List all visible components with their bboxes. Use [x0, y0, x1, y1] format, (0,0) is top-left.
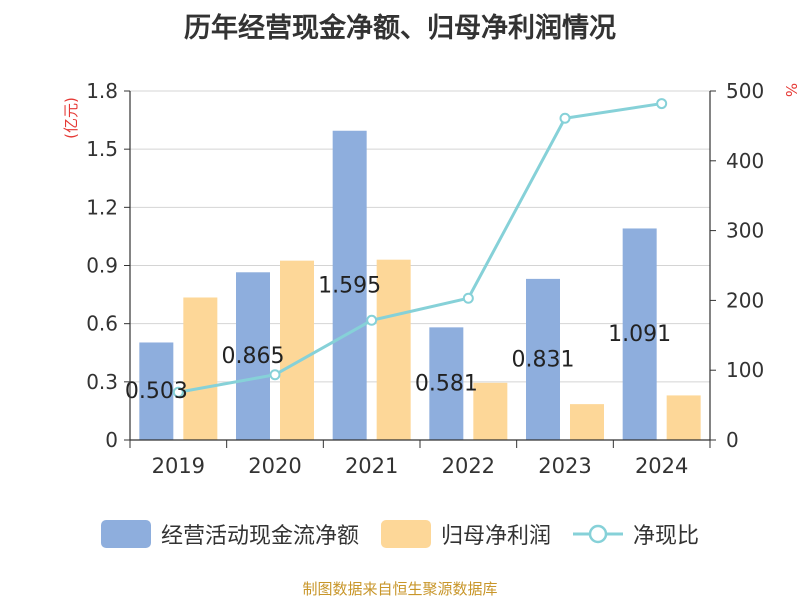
- legend: 经营活动现金流净额 归母净利润 净现比: [0, 518, 800, 550]
- data-label-cashflow: 0.865: [222, 344, 285, 369]
- line-layer: [172, 98, 668, 398]
- x-tick-label: 2023: [538, 454, 591, 478]
- data-label-cashflow: 0.831: [512, 347, 575, 372]
- y-right-tick-label: 400: [726, 149, 764, 173]
- bar-net-profit: [376, 259, 411, 440]
- point-cash-ratio: [269, 369, 281, 381]
- data-label-cashflow: 1.595: [318, 273, 381, 298]
- x-tick-label: 2021: [345, 454, 398, 478]
- x-tick-label: 2019: [152, 454, 205, 478]
- line-cash-ratio: [178, 102, 662, 394]
- bar-cashflow: [622, 228, 657, 440]
- legend-item-cashflow[interactable]: 经营活动现金流净额: [100, 518, 359, 550]
- x-tick-label: 2024: [635, 454, 688, 478]
- y-right-tick-label: 0: [726, 428, 739, 452]
- bar-cashflow: [526, 278, 560, 440]
- point-cash-ratio: [366, 314, 378, 326]
- bar-cashflow: [332, 130, 367, 440]
- point-cash-ratio: [462, 292, 474, 304]
- grid-lines: [130, 90, 710, 383]
- y-right-unit-label: %: [782, 83, 800, 97]
- y-left-tick-label: 0.6: [86, 312, 118, 336]
- point-cash-ratio: [559, 112, 571, 124]
- bar-cashflow: [236, 272, 270, 440]
- data-label-cashflow: 0.581: [415, 372, 478, 397]
- y-right-tick-label: 300: [726, 219, 764, 243]
- bar-net-profit: [473, 382, 508, 440]
- axis-layer: 0 0.3 0.6 0.9 1.2 1.5 1.8 0 100 200 300 400 500 (亿元)%…: [62, 79, 800, 478]
- bar-layer: [139, 130, 701, 440]
- y-left-tick-label: 0.3: [86, 370, 118, 394]
- legend-swatch-cash-ratio: [573, 524, 623, 544]
- y-left-tick-label: 1.8: [86, 79, 118, 103]
- y-left-tick-label: 1.5: [86, 137, 118, 161]
- legend-item-net-profit[interactable]: 归母净利润: [380, 518, 551, 550]
- data-label-cashflow: 0.503: [125, 379, 188, 404]
- bar-net-profit: [666, 395, 701, 440]
- y-right-tick-label: 500: [726, 79, 764, 103]
- legend-label-cash-ratio: 净现比: [633, 524, 700, 549]
- data-label-cashflow: 1.091: [608, 322, 671, 347]
- point-cash-ratio: [172, 386, 184, 398]
- legend-swatch-cashflow: [100, 520, 151, 548]
- chart-title: 历年经营现金净额、归母净利润情况: [184, 13, 616, 44]
- source-footer: 制图数据来自恒生聚源数据库: [302, 580, 498, 598]
- y-left-unit-label: (亿元): [62, 97, 80, 139]
- data-label-layer: 0.503 0.865 1.595 0.581 0.831 1.091: [125, 273, 671, 404]
- legend-label-cashflow: 经营活动现金流净额: [160, 524, 359, 549]
- y-right-tick-label: 100: [726, 358, 764, 382]
- y-left-tick-label: 0.9: [86, 254, 118, 278]
- y-left-tick-label: 0: [105, 428, 118, 452]
- bar-cashflow: [429, 327, 464, 440]
- legend-item-cash-ratio[interactable]: 净现比: [573, 518, 699, 550]
- bar-net-profit: [183, 297, 218, 440]
- bar-net-profit: [280, 260, 314, 440]
- x-tick-label: 2022: [442, 454, 495, 478]
- x-tick-label: 2020: [248, 454, 301, 478]
- point-cash-ratio: [656, 98, 668, 110]
- bar-cashflow: [139, 342, 174, 440]
- legend-swatch-net-profit: [380, 520, 431, 548]
- y-left-tick-label: 1.2: [86, 195, 118, 219]
- bar-net-profit: [570, 404, 604, 440]
- y-right-tick-label: 200: [726, 288, 764, 312]
- legend-label-net-profit: 归母净利润: [440, 524, 551, 549]
